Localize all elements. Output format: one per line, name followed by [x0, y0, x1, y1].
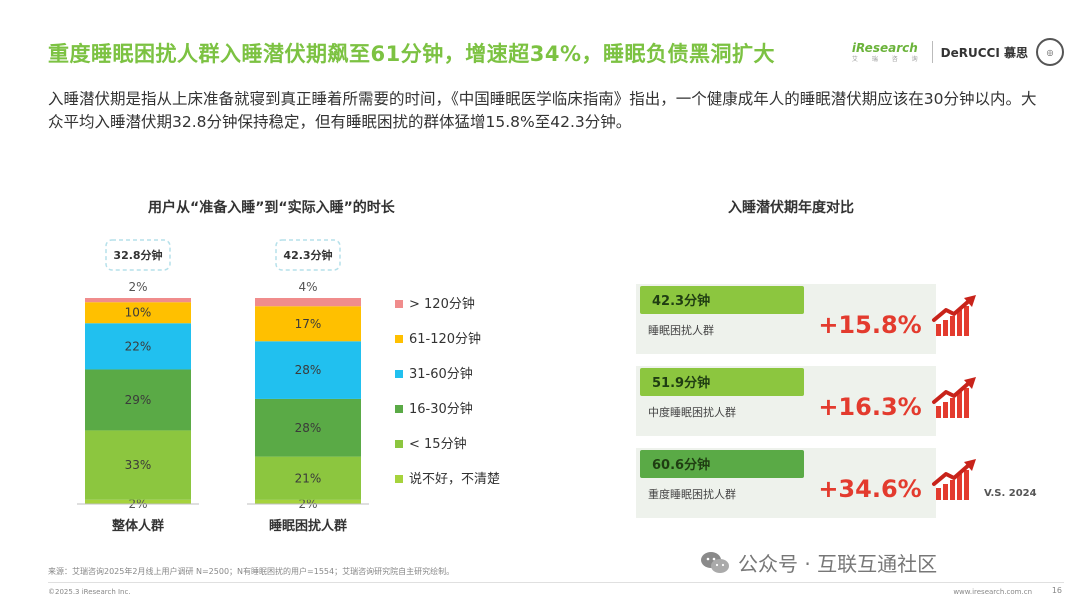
comparison-note: V.S. 2024: [984, 488, 1037, 499]
growth-rate: +34.6%: [818, 475, 921, 503]
bar-segment: [255, 306, 361, 342]
growth-rate: +16.3%: [818, 393, 921, 421]
bar-segment: [255, 398, 361, 457]
iresearch-logo: iResearch 艾 瑞 咨 询: [851, 40, 924, 63]
legend-label: 说不好，不清楚: [409, 472, 500, 487]
bar-segment: [85, 499, 191, 504]
bar-segment: [85, 430, 191, 500]
data-label: 21%: [295, 471, 322, 485]
page-number: 16: [1051, 586, 1062, 595]
data-label: 10%: [125, 306, 152, 320]
bar-segment: [255, 298, 361, 307]
footer-divider: [48, 582, 1064, 583]
derucci-logo: DeRUCCI 慕思: [940, 45, 1028, 60]
data-label: 29%: [125, 393, 152, 407]
latency-value: 60.6分钟: [652, 457, 710, 473]
value-tag: [640, 286, 804, 314]
bar-segment: [255, 499, 361, 504]
latency-value: 51.9分钟: [652, 375, 710, 391]
group-label: 重度睡眠困扰人群: [648, 487, 736, 501]
source-note: 来源：艾瑞咨询2025年2月线上用户调研 N=2500；N有睡眠困扰的用户=15…: [48, 567, 455, 576]
value-tag: [640, 450, 804, 478]
data-label: 33%: [125, 458, 152, 472]
description: 入睡潜伏期是指从上床准备就寝到真正睡着所需要的时间，《中国睡眠医学临床指南》指出…: [48, 90, 1037, 131]
data-label: 28%: [295, 421, 322, 435]
bar-segment: [85, 302, 191, 324]
watermark-text: 公众号 · 互联互通社区: [738, 552, 938, 576]
legend-label: < 15分钟: [409, 436, 467, 452]
data-label: 4%: [298, 280, 317, 294]
watermark: 公众号 · 互联互通社区: [700, 548, 937, 577]
legend-label: 31-60分钟: [409, 366, 473, 382]
logo-divider: [931, 41, 933, 63]
bar-segment: [85, 298, 191, 303]
data-label: 2%: [128, 280, 147, 294]
legend-swatch: [395, 370, 403, 378]
legend-swatch: [395, 440, 403, 448]
copyright: ©2025.3 iResearch Inc.: [48, 588, 131, 596]
group-label: 睡眠困扰人群: [648, 323, 714, 337]
wechat-icon: [701, 551, 729, 573]
bar-segment: [85, 369, 191, 431]
data-label: 17%: [295, 317, 322, 331]
data-label: 28%: [295, 363, 322, 377]
site-url: www.iresearch.com.cn: [953, 588, 1032, 596]
bar-segment: [255, 456, 361, 500]
comparison-title: 入睡潜伏期年度对比: [728, 200, 854, 216]
stacked-bar-chart: 2%33%29%22%10%2%整体人群32.8分钟2%21%28%28%17%…: [77, 239, 500, 534]
group-label: 中度睡眠困扰人群: [648, 405, 736, 419]
legend-label: 16-30分钟: [409, 401, 473, 417]
logos: iResearch 艾 瑞 咨 询 DeRUCCI 慕思 ◎: [852, 38, 1064, 66]
bar-chart-title: 用户从“准备入睡”到“实际入睡”的时长: [148, 200, 395, 216]
total-badge: [105, 239, 171, 271]
data-label: 22%: [125, 339, 152, 353]
legend-swatch: [395, 300, 403, 308]
legend-label: 61-120分钟: [409, 331, 481, 347]
total-badge: [275, 239, 341, 271]
legend-swatch: [395, 405, 403, 413]
legend-swatch: [395, 475, 403, 483]
seal-icon: ◎: [1036, 38, 1064, 66]
growth-rate: +15.8%: [818, 311, 921, 339]
page-title: 重度睡眠困扰人群入睡潜伏期飙至61分钟，增速超34%，睡眠负债黑洞扩大: [48, 42, 775, 66]
value-tag: [640, 368, 804, 396]
bar-segment: [255, 341, 361, 399]
latency-value: 42.3分钟: [652, 293, 710, 309]
legend-swatch: [395, 335, 403, 343]
legend-label: > 120分钟: [409, 296, 475, 312]
category-label: 整体人群: [111, 518, 164, 534]
growth-chart-icon: [932, 459, 976, 500]
total-label: 32.8分钟: [113, 248, 162, 262]
total-label: 42.3分钟: [283, 248, 332, 262]
bar-segment: [85, 323, 191, 370]
growth-chart-icon: [932, 377, 976, 418]
category-label: 睡眠困扰人群: [269, 518, 347, 534]
growth-chart-icon: [932, 295, 976, 336]
